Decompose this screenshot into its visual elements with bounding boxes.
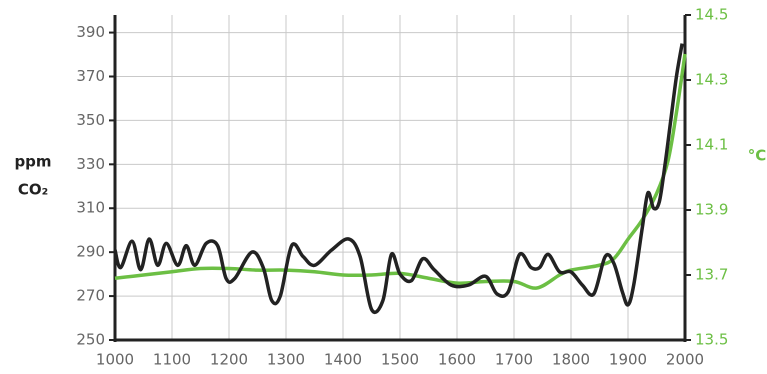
- y2-tick-label: 13.9: [695, 201, 728, 219]
- x-tick-label: 1300: [267, 351, 305, 369]
- y-tick-label: 250: [76, 331, 105, 349]
- x-tick-label: 1100: [153, 351, 191, 369]
- y2-axis-label: °C: [748, 147, 767, 165]
- y-tick-label: 290: [76, 243, 105, 261]
- y2-tick-label: 14.5: [695, 6, 728, 24]
- x-tick-label: 1600: [438, 351, 476, 369]
- y-tick-label: 390: [76, 23, 105, 41]
- x-tick-label: 1400: [324, 351, 362, 369]
- y-tick-label: 270: [76, 287, 105, 305]
- x-tick-label: 1500: [381, 351, 419, 369]
- y-axis-label: CO₂: [18, 181, 48, 199]
- y-tick-label: 310: [76, 199, 105, 217]
- y-tick-label: 370: [76, 67, 105, 85]
- y-axis-label: ppm: [14, 153, 51, 171]
- y2-tick-label: 14.1: [695, 136, 728, 154]
- series-line: [113, 43, 684, 315]
- y-tick-label: 350: [76, 111, 105, 129]
- y2-tick-label: 14.3: [695, 71, 728, 89]
- y-tick-label: 330: [76, 155, 105, 173]
- x-tick-label: 1000: [96, 351, 134, 369]
- x-tick-label: 1900: [609, 351, 647, 369]
- x-tick-label: 1700: [495, 351, 533, 369]
- x-tick-label: 2000: [666, 351, 704, 369]
- x-tick-label: 1800: [552, 351, 590, 369]
- y2-tick-label: 13.7: [695, 266, 728, 284]
- x-tick-label: 1200: [210, 351, 248, 369]
- y2-tick-label: 13.5: [695, 331, 728, 349]
